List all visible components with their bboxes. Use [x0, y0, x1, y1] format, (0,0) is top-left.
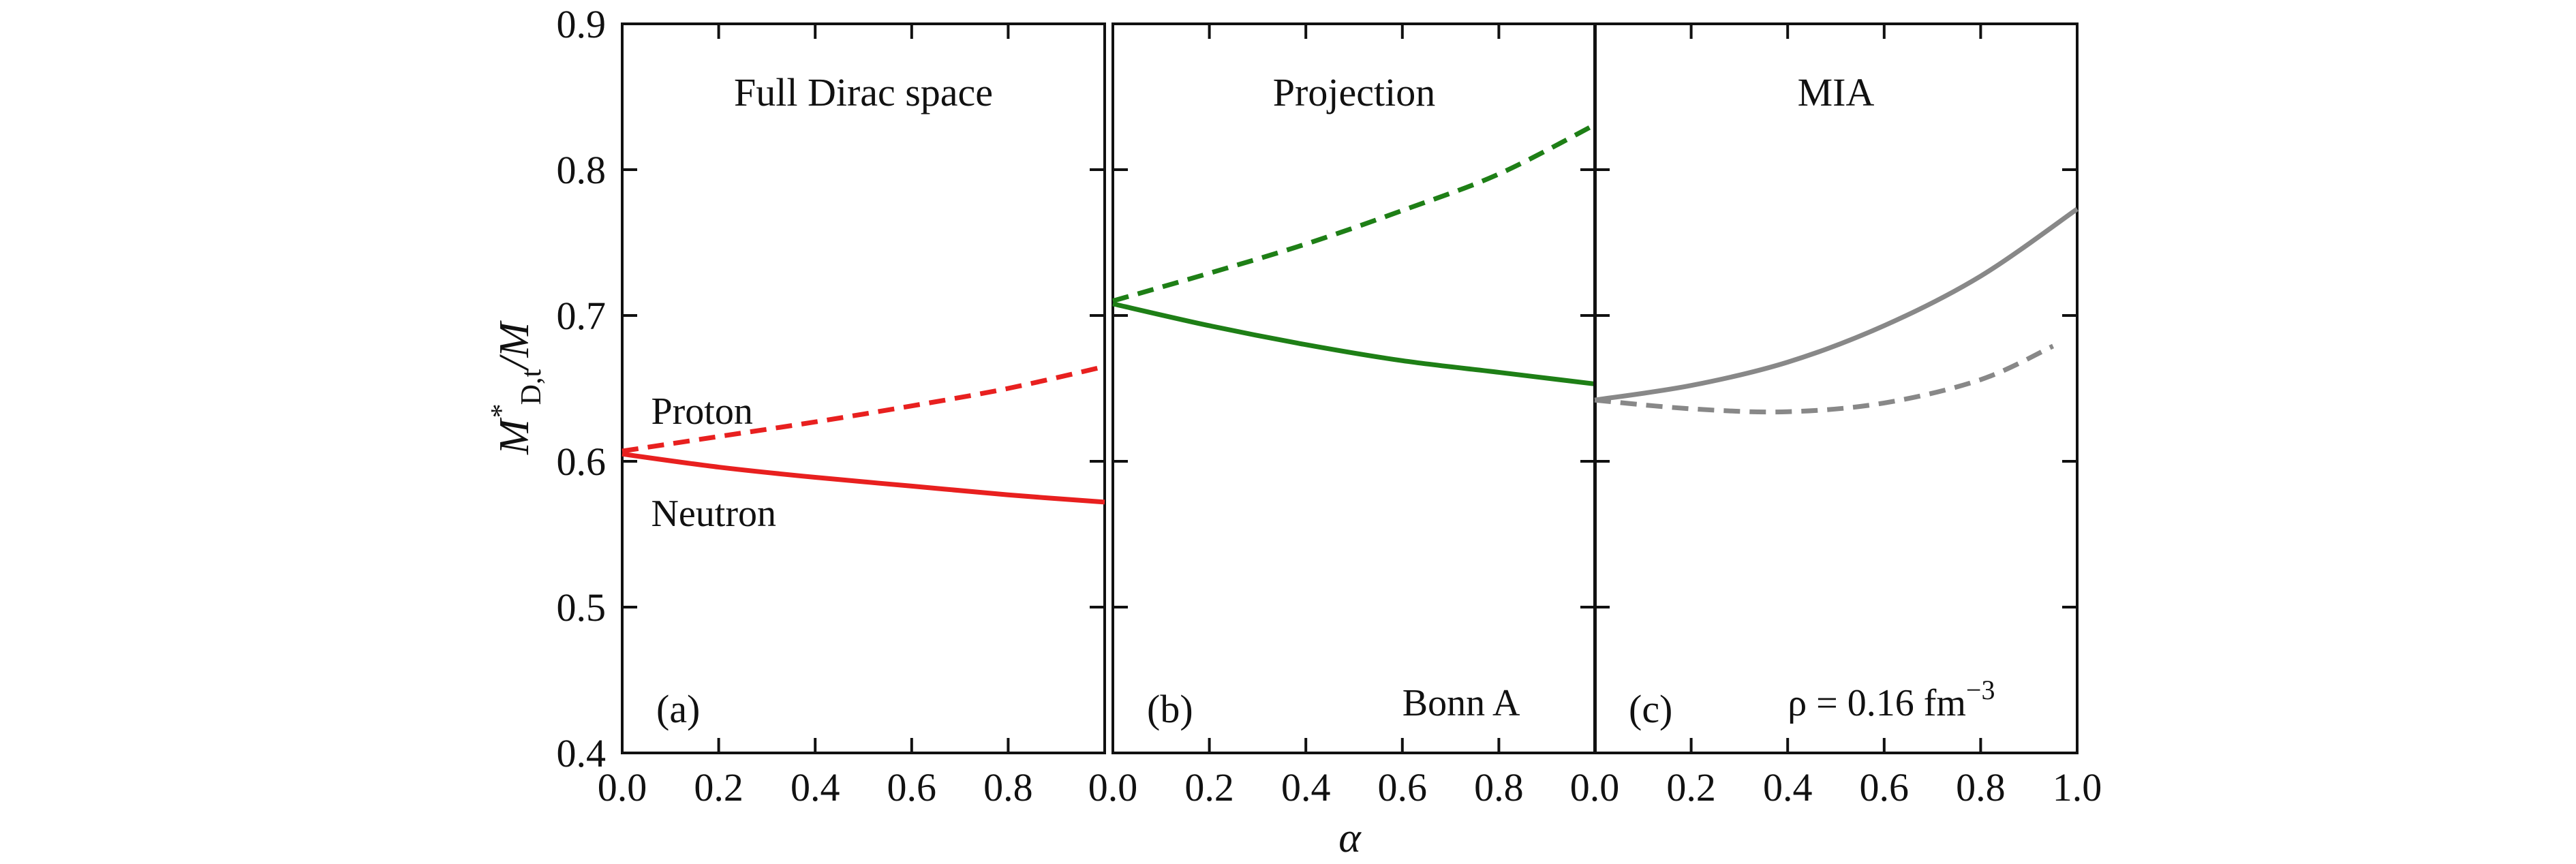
x-tick-label: 0.0 [598, 765, 647, 809]
x-tick-label: 0.2 [1184, 765, 1234, 809]
x-tick-label: 0.8 [1956, 765, 2006, 809]
annotation-label: Proton [651, 390, 752, 433]
panel-2: 0.0 0.2 0.4 0.6 0.8 Projection (b) Bonn A [1088, 22, 1597, 809]
y-tick-label: 0.7 [557, 294, 607, 338]
panel-title: MIA [1798, 70, 1875, 114]
annotation-label: Neutron [651, 493, 776, 535]
x-tick-label: 0.4 [791, 765, 840, 809]
panel-frame [1593, 22, 2079, 754]
series-line-dashed [1594, 343, 2055, 415]
x-tick-label: 0.4 [1763, 765, 1813, 809]
x-tick-label: 0.6 [887, 765, 937, 809]
x-tick-label: 0.2 [1666, 765, 1716, 809]
panel-frame [621, 22, 1106, 754]
y-tick-label: 0.8 [557, 148, 607, 192]
x-tick-label: 1.0 [2053, 765, 2102, 809]
x-tick-label: 0.4 [1281, 765, 1331, 809]
y-tick-label: 0.5 [557, 585, 607, 630]
panel-1: 0.4 0.5 0.6 0.7 0.8 0.9 0.0 0.2 0.4 0.6 0.8 Full Di… [557, 2, 1106, 809]
panel-title: Full Dirac space [734, 70, 993, 114]
panel-frame [1111, 22, 1597, 754]
panel-title: Projection [1273, 70, 1435, 114]
y-tick-label: 0.4 [557, 731, 607, 775]
x-axis-label: α [1338, 815, 1362, 861]
series-line-solid [1112, 301, 1596, 387]
panel-tag: (a) [656, 687, 700, 731]
series-line-dashed [1112, 122, 1597, 303]
y-tick-label: 0.9 [557, 2, 607, 46]
x-tick-label: 0.8 [983, 765, 1033, 809]
y-tick-label: 0.6 [557, 439, 607, 484]
annotation-label: Bonn A [1402, 682, 1520, 724]
x-tick-label: 0.8 [1474, 765, 1524, 809]
x-tick-label: 0.0 [1570, 765, 1620, 809]
series-line-solid [622, 451, 1105, 505]
x-tick-label: 0.6 [1378, 765, 1428, 809]
panel-tag: (b) [1147, 687, 1193, 731]
panel-3: 0.0 0.2 0.4 0.6 0.8 1.0 MIA (c) ρ = 0.16 fm−3 [1570, 22, 2102, 809]
annotation-label: ρ = 0.16 fm−3 [1788, 675, 1995, 724]
x-tick-label: 0.0 [1088, 765, 1138, 809]
series-line-solid [1594, 206, 2079, 403]
y-axis-label: M*D,t/M [486, 320, 547, 455]
x-tick-label: 0.2 [694, 765, 743, 809]
series-line-dashed [622, 364, 1105, 454]
x-tick-label: 0.6 [1860, 765, 1910, 809]
panel-tag: (c) [1629, 687, 1672, 731]
